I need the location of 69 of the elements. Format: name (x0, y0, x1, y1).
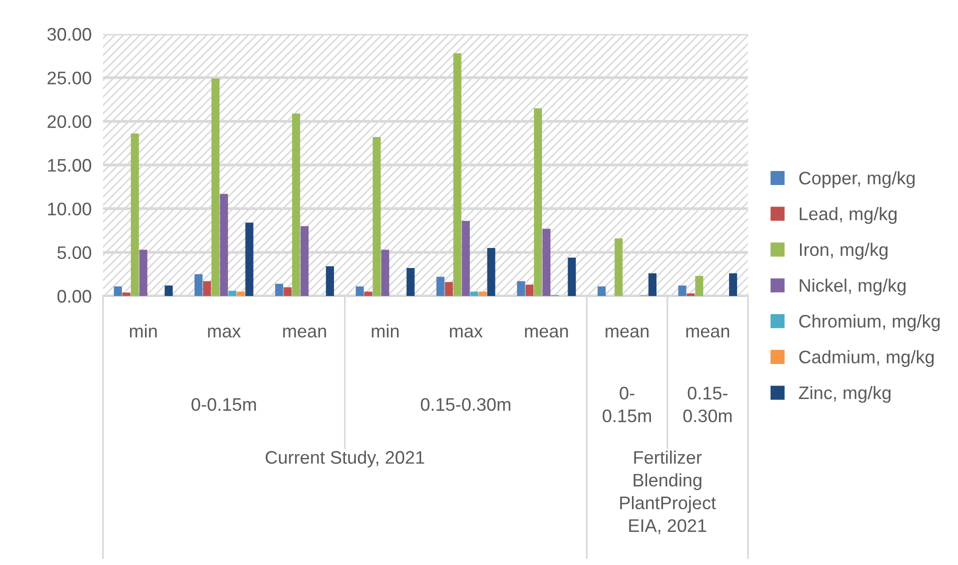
text: 0.15-0.30m (420, 398, 510, 411)
legend-label: Iron, mg/kg (800, 242, 888, 260)
text: 0.15- 0.30m (683, 386, 732, 422)
bar (436, 276, 444, 296)
x-tick-label: mean (686, 328, 730, 338)
bar (236, 292, 245, 296)
legend-label: Cadmium, mg/kg (799, 350, 934, 367)
y-tick-label: 0.00 (57, 290, 92, 303)
bar (211, 78, 220, 296)
bar (444, 282, 453, 296)
x-tick-label: mean (283, 328, 326, 338)
bar (470, 292, 478, 296)
bar (487, 248, 496, 296)
bar (406, 268, 415, 296)
x-tick-label: mean (525, 328, 568, 338)
bar (194, 274, 203, 296)
bar (326, 266, 334, 296)
bar (598, 286, 606, 296)
bar (614, 238, 623, 296)
bar (686, 293, 695, 296)
text: Current Study, 2021 (266, 450, 424, 468)
bar (356, 286, 364, 296)
bar (372, 137, 381, 296)
bar (568, 258, 576, 296)
bar (453, 53, 462, 296)
x-tick-label: mean (606, 328, 648, 338)
bar (284, 287, 292, 296)
bar (525, 284, 534, 296)
bar (678, 286, 686, 296)
bar (245, 222, 254, 296)
bar (517, 281, 526, 296)
bar (164, 286, 173, 296)
bar (292, 113, 300, 296)
legend-label: Nickel, mg/kg (800, 278, 906, 296)
text: Fertilizer Blending PlantProject EIA, 2021 (620, 450, 716, 534)
y-tick-label: 25.00 (48, 72, 92, 84)
bar (202, 281, 212, 296)
bar (478, 292, 487, 296)
y-tick-label: 20.00 (48, 115, 92, 128)
text: 0- 0.15m (602, 386, 651, 422)
legend-label: Lead, mg/kg (800, 207, 897, 224)
y-tick-label: 30.00 (47, 28, 92, 41)
bar (300, 226, 309, 296)
x-tick-label: max (208, 328, 241, 338)
bar (695, 276, 704, 296)
y-tick-label: 15.00 (48, 158, 92, 172)
bar (130, 134, 139, 296)
x-tick-label: max (450, 328, 483, 338)
y-tick-label: 5.00 (57, 246, 92, 260)
bar (534, 108, 542, 296)
bar (275, 284, 284, 296)
bar (220, 194, 228, 296)
bar (462, 220, 470, 296)
legend-label: Chromium, mg/kg (799, 314, 940, 332)
text: 0-0.15m (192, 398, 256, 411)
bar (364, 292, 372, 296)
bar (114, 286, 122, 296)
legend-label: Copper, mg/kg (799, 171, 915, 188)
y-tick-label: 10.00 (48, 202, 92, 216)
x-tick-label: min (130, 324, 157, 338)
bar (381, 250, 390, 296)
x-tick-label: min (372, 324, 399, 338)
bar (648, 273, 656, 296)
legend-label: Zinc, mg/kg (798, 386, 890, 403)
bar (139, 250, 148, 296)
bar (228, 290, 236, 296)
bar (122, 292, 130, 296)
bar (542, 228, 550, 296)
bar (729, 273, 738, 296)
